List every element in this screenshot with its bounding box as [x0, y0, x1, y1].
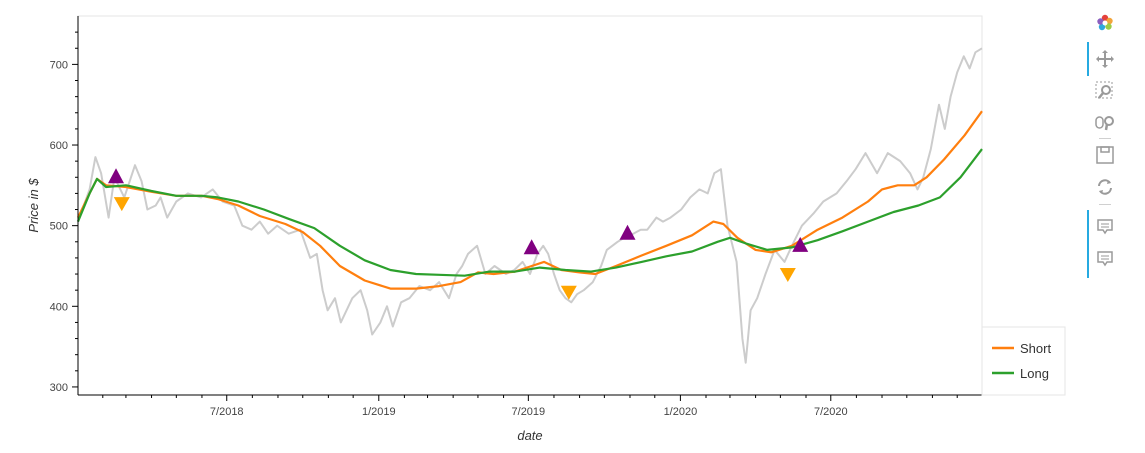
- legend-box: [981, 326, 1066, 396]
- y-tick-label: 600: [50, 140, 68, 152]
- reset-icon[interactable]: [1093, 176, 1117, 198]
- buy-signal-marker: [619, 224, 636, 240]
- x-tick-label: 7/2020: [814, 406, 848, 418]
- legend: Short Long: [981, 326, 1066, 396]
- save-icon[interactable]: [1093, 144, 1117, 166]
- wheel-zoom-icon[interactable]: [1093, 112, 1117, 134]
- x-tick-label: 7/2018: [210, 406, 244, 418]
- signal-markers: [108, 168, 809, 300]
- sell-signal-marker: [779, 268, 796, 283]
- active-tool-indicator: [1087, 42, 1089, 76]
- active-tool-indicator: [1087, 210, 1089, 278]
- buy-signal-marker: [108, 168, 125, 184]
- sell-signal-marker: [113, 197, 130, 212]
- series-line-short: [77, 110, 983, 290]
- legend-label-long: Long: [1020, 366, 1049, 381]
- series-layer: [76, 47, 983, 364]
- x-axis-title: date: [517, 428, 542, 443]
- y-tick-label: 500: [50, 221, 68, 233]
- y-tick-label: 400: [50, 301, 68, 313]
- box-zoom-icon[interactable]: [1093, 80, 1117, 102]
- hover-icon[interactable]: [1093, 216, 1117, 238]
- legend-label-short: Short: [1020, 341, 1051, 356]
- hover-icon[interactable]: [1093, 248, 1117, 270]
- plot-area[interactable]: [77, 15, 983, 396]
- toolbar-divider: [1099, 138, 1111, 139]
- bokeh-logo-icon[interactable]: [1093, 12, 1117, 34]
- sell-signal-marker: [560, 285, 577, 300]
- pan-icon[interactable]: [1093, 48, 1117, 70]
- buy-signal-marker: [523, 239, 540, 255]
- toolbar: [1085, 10, 1125, 280]
- x-tick-label: 7/2019: [512, 406, 546, 418]
- series-line-price: [77, 47, 983, 364]
- y-tick-label: 300: [50, 382, 68, 394]
- plot-frame[interactable]: [77, 15, 983, 396]
- y-tick-label: 700: [50, 59, 68, 71]
- x-tick-label: 1/2020: [664, 406, 698, 418]
- y-axis-title: Price in $: [26, 178, 41, 233]
- series-line-long: [76, 148, 983, 277]
- toolbar-divider: [1099, 204, 1111, 205]
- axes: 300 400 500 600 700 7/2018 1/2019 7/2019 1/2020 7…: [50, 16, 982, 418]
- buy-signal-marker: [792, 236, 809, 252]
- x-tick-label: 1/2019: [362, 406, 396, 418]
